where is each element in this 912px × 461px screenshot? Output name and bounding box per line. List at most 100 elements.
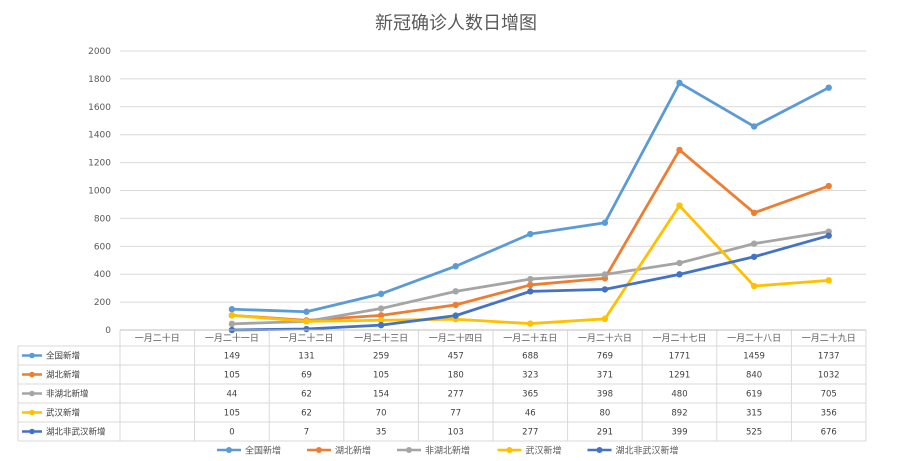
data-point xyxy=(750,253,758,260)
table-legend-marker xyxy=(29,352,35,359)
legend-label: 湖北新增 xyxy=(335,445,371,457)
data-point xyxy=(750,240,758,247)
table-series-name: 湖北非武汉新增 xyxy=(46,427,106,438)
data-point xyxy=(825,277,832,284)
table-cell: 35 xyxy=(376,428,387,438)
legend-marker xyxy=(506,447,513,453)
table-cell: 69 xyxy=(301,371,312,381)
table-cell: 619 xyxy=(746,390,762,400)
data-point xyxy=(676,271,683,278)
data-point xyxy=(825,232,832,239)
table-cell: 525 xyxy=(746,428,762,438)
table-cell: 323 xyxy=(522,371,538,381)
legend-label: 非湖北新增 xyxy=(425,445,470,457)
table-cell: 1291 xyxy=(669,371,691,381)
table-cell: 149 xyxy=(224,352,240,362)
table-cell: 1737 xyxy=(818,352,840,362)
data-point xyxy=(377,312,385,319)
data-point xyxy=(825,182,832,190)
table-cell: 291 xyxy=(597,428,613,438)
legend-label: 武汉新增 xyxy=(526,445,562,457)
data-point xyxy=(527,281,534,289)
data-point xyxy=(452,312,459,319)
x-tick-label: 一月二十二日 xyxy=(279,332,333,344)
x-tick-label: 一月二十三日 xyxy=(354,332,408,344)
table-cell: 259 xyxy=(373,352,389,362)
table-cell: 457 xyxy=(448,352,464,362)
x-tick-label: 一月二十日 xyxy=(135,332,180,344)
data-point xyxy=(303,308,310,315)
table-cell: 80 xyxy=(599,409,610,419)
table-cell: 180 xyxy=(448,371,464,381)
table-legend-marker xyxy=(29,390,35,397)
y-tick-label: 400 xyxy=(94,270,111,280)
data-point xyxy=(527,275,534,283)
data-point xyxy=(303,325,310,333)
table-cell: 705 xyxy=(821,390,837,400)
y-tick-label: 600 xyxy=(94,242,111,252)
data-point xyxy=(228,312,236,319)
table-cell: 62 xyxy=(301,390,312,400)
data-point xyxy=(676,146,683,154)
table-cell: 398 xyxy=(597,390,613,400)
data-point xyxy=(527,230,534,238)
x-tick-label: 一月二十八日 xyxy=(727,332,781,344)
table-cell: 840 xyxy=(746,371,762,381)
gridlines xyxy=(120,50,866,331)
legend: 全国新增 湖北新增 非湖北新增 武汉新增 湖北非武汉新增 xyxy=(217,445,679,457)
table-cell: 365 xyxy=(522,390,538,400)
table-cell: 46 xyxy=(525,409,536,419)
y-tick-label: 1000 xyxy=(88,187,111,197)
table-cell: 103 xyxy=(448,428,464,438)
legend-label: 湖北非武汉新增 xyxy=(616,445,679,457)
y-tick-label: 800 xyxy=(94,214,111,224)
table-cell: 7 xyxy=(304,428,309,438)
table-series-name: 非湖北新增 xyxy=(46,389,89,400)
data-point xyxy=(825,84,832,91)
table-cell: 44 xyxy=(226,390,237,400)
table-cell: 62 xyxy=(301,409,312,419)
x-tick-label: 一月二十一日 xyxy=(205,332,259,344)
data-point xyxy=(452,263,459,270)
table-legend-marker xyxy=(29,371,35,378)
legend-label: 全国新增 xyxy=(245,445,281,457)
table-cell: 769 xyxy=(597,352,613,362)
y-tick-label: 1400 xyxy=(88,131,111,141)
data-point xyxy=(527,288,534,295)
y-tick-label: 1600 xyxy=(88,103,111,113)
x-tick-label: 一月二十五日 xyxy=(503,332,557,344)
table-cell: 1771 xyxy=(669,352,691,362)
table-cell: 105 xyxy=(373,371,389,381)
data-point xyxy=(377,305,385,312)
table-cell: 77 xyxy=(450,409,461,419)
data-point xyxy=(303,318,310,325)
legend-marker xyxy=(226,447,232,453)
legend-marker xyxy=(316,447,322,453)
data-point xyxy=(750,282,758,290)
data-point xyxy=(452,301,459,309)
data-point xyxy=(601,315,609,323)
legend-marker xyxy=(406,447,412,453)
data-point xyxy=(601,219,609,226)
table-cell: 1032 xyxy=(818,371,840,381)
data-point xyxy=(228,306,236,313)
data-point xyxy=(676,202,683,209)
table-cell: 892 xyxy=(671,409,687,419)
y-tick-label: 200 xyxy=(94,298,111,308)
data-point xyxy=(377,321,385,329)
data-point xyxy=(377,290,385,298)
data-point xyxy=(750,123,758,130)
data-point xyxy=(676,259,683,267)
table-series-name: 武汉新增 xyxy=(46,408,80,419)
table-series-name: 全国新增 xyxy=(46,351,80,362)
data-point xyxy=(750,209,758,217)
table-cell: 131 xyxy=(298,352,314,362)
table-series-name: 湖北新增 xyxy=(46,370,80,381)
table-cell: 676 xyxy=(821,428,837,438)
table-cell: 277 xyxy=(448,390,464,400)
y-tick-label: 2000 xyxy=(88,47,111,57)
table-legend-marker xyxy=(29,428,35,435)
data-point xyxy=(601,271,609,278)
